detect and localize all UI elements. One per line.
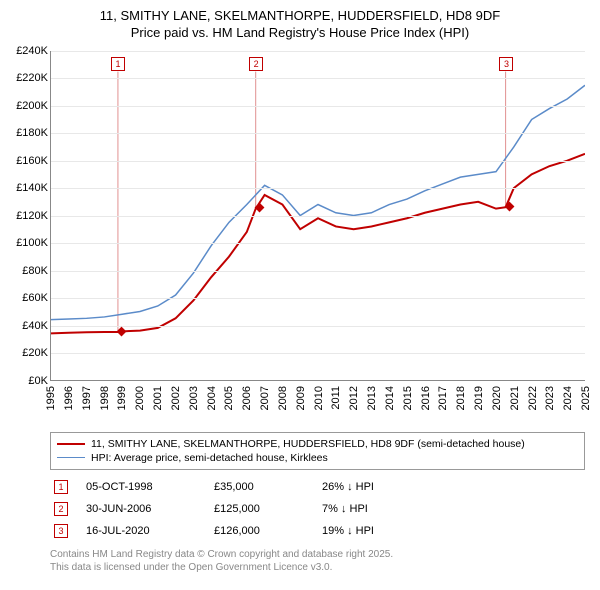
footer-attribution: Contains HM Land Registry data © Crown c… — [50, 548, 590, 574]
x-axis-label: 2020 — [491, 386, 503, 410]
gridline — [51, 78, 585, 79]
legend-item: HPI: Average price, semi-detached house,… — [57, 451, 578, 465]
x-axis-label: 1996 — [63, 386, 75, 410]
x-axis-label: 2002 — [170, 386, 182, 410]
y-axis-label: £160K — [12, 155, 48, 167]
gridline — [51, 51, 585, 52]
footer-line-2: This data is licensed under the Open Gov… — [50, 562, 332, 573]
gridline — [51, 188, 585, 189]
gridline — [51, 133, 585, 134]
x-axis-label: 2023 — [544, 386, 556, 410]
x-axis-label: 2005 — [223, 386, 235, 410]
event-date: 30-JUN-2006 — [86, 503, 196, 515]
y-axis-label: £120K — [12, 210, 48, 222]
event-table: 1 05-OCT-1998 £35,000 26% ↓ HPI 2 30-JUN-2006… — [50, 476, 585, 542]
event-delta: 7% ↓ HPI — [322, 503, 442, 515]
event-date: 16-JUL-2020 — [86, 525, 196, 537]
y-axis-label: £240K — [12, 45, 48, 57]
legend-label: HPI: Average price, semi-detached house,… — [91, 452, 328, 464]
gridline — [51, 243, 585, 244]
x-axis-label: 2007 — [259, 386, 271, 410]
event-marker-icon: 2 — [54, 502, 68, 516]
x-axis-label: 2001 — [152, 386, 164, 410]
plot-region: 1 2 3 — [50, 51, 585, 381]
x-axis-label: 2017 — [437, 386, 449, 410]
x-axis-label: 1998 — [99, 386, 111, 410]
x-axis-label: 2004 — [206, 386, 218, 410]
x-axis-label: 1997 — [81, 386, 93, 410]
x-axis-label: 2003 — [188, 386, 200, 410]
y-axis-label: £100K — [12, 237, 48, 249]
x-axis-label: 2012 — [348, 386, 360, 410]
gridline — [51, 216, 585, 217]
y-axis-label: £140K — [12, 182, 48, 194]
event-price: £126,000 — [214, 525, 304, 537]
event-row: 3 16-JUL-2020 £126,000 19% ↓ HPI — [50, 520, 585, 542]
y-axis-label: £0K — [12, 375, 48, 387]
footer-line-1: Contains HM Land Registry data © Crown c… — [50, 549, 393, 560]
x-axis-label: 1999 — [116, 386, 128, 410]
chart-container: 11, SMITHY LANE, SKELMANTHORPE, HUDDERSF… — [0, 0, 600, 582]
x-axis-label: 2021 — [509, 386, 521, 410]
x-axis-label: 2024 — [562, 386, 574, 410]
event-row: 1 05-OCT-1998 £35,000 26% ↓ HPI — [50, 476, 585, 498]
x-axis-label: 2025 — [580, 386, 592, 410]
event-marker-icon: 1 — [54, 480, 68, 494]
marker-box-1: 1 — [111, 57, 125, 71]
x-axis-label: 2014 — [384, 386, 396, 410]
title-line-1: 11, SMITHY LANE, SKELMANTHORPE, HUDDERSF… — [100, 8, 500, 23]
x-axis-label: 2000 — [134, 386, 146, 410]
y-axis-label: £20K — [12, 347, 48, 359]
y-axis-label: £200K — [12, 100, 48, 112]
y-axis-label: £60K — [12, 292, 48, 304]
x-axis-label: 2018 — [455, 386, 467, 410]
chart-title: 11, SMITHY LANE, SKELMANTHORPE, HUDDERSF… — [10, 8, 590, 42]
legend: 11, SMITHY LANE, SKELMANTHORPE, HUDDERSF… — [50, 432, 585, 470]
x-axis-label: 2009 — [295, 386, 307, 410]
x-axis-label: 2022 — [527, 386, 539, 410]
gridline — [51, 271, 585, 272]
event-delta: 26% ↓ HPI — [322, 481, 442, 493]
legend-swatch — [57, 443, 85, 445]
gridline — [51, 106, 585, 107]
x-axis-label: 2010 — [313, 386, 325, 410]
x-axis-label: 2015 — [402, 386, 414, 410]
x-axis-label: 2019 — [473, 386, 485, 410]
legend-swatch — [57, 457, 85, 458]
gridline — [51, 326, 585, 327]
legend-label: 11, SMITHY LANE, SKELMANTHORPE, HUDDERSF… — [91, 438, 525, 450]
event-date: 05-OCT-1998 — [86, 481, 196, 493]
event-price: £35,000 — [214, 481, 304, 493]
x-axis-label: 2008 — [277, 386, 289, 410]
x-axis-label: 2006 — [241, 386, 253, 410]
gridline — [51, 353, 585, 354]
legend-item: 11, SMITHY LANE, SKELMANTHORPE, HUDDERSF… — [57, 437, 578, 451]
y-axis-label: £80K — [12, 265, 48, 277]
x-axis-label: 2013 — [366, 386, 378, 410]
y-axis-label: £220K — [12, 72, 48, 84]
chart-area: 1 2 3 £0K £20K £40K £60K £80K £100K £120K £140K £1… — [10, 46, 590, 426]
y-axis-label: £180K — [12, 127, 48, 139]
title-line-2: Price paid vs. HM Land Registry's House … — [131, 25, 469, 40]
gridline — [51, 298, 585, 299]
event-delta: 19% ↓ HPI — [322, 525, 442, 537]
event-row: 2 30-JUN-2006 £125,000 7% ↓ HPI — [50, 498, 585, 520]
event-price: £125,000 — [214, 503, 304, 515]
x-axis-label: 2016 — [420, 386, 432, 410]
event-marker-icon: 3 — [54, 524, 68, 538]
marker-box-2: 2 — [249, 57, 263, 71]
gridline — [51, 161, 585, 162]
x-axis-label: 1995 — [45, 386, 57, 410]
x-axis-label: 2011 — [330, 386, 342, 410]
series-line-hpi — [51, 85, 585, 319]
y-axis-label: £40K — [12, 320, 48, 332]
marker-box-3: 3 — [499, 57, 513, 71]
